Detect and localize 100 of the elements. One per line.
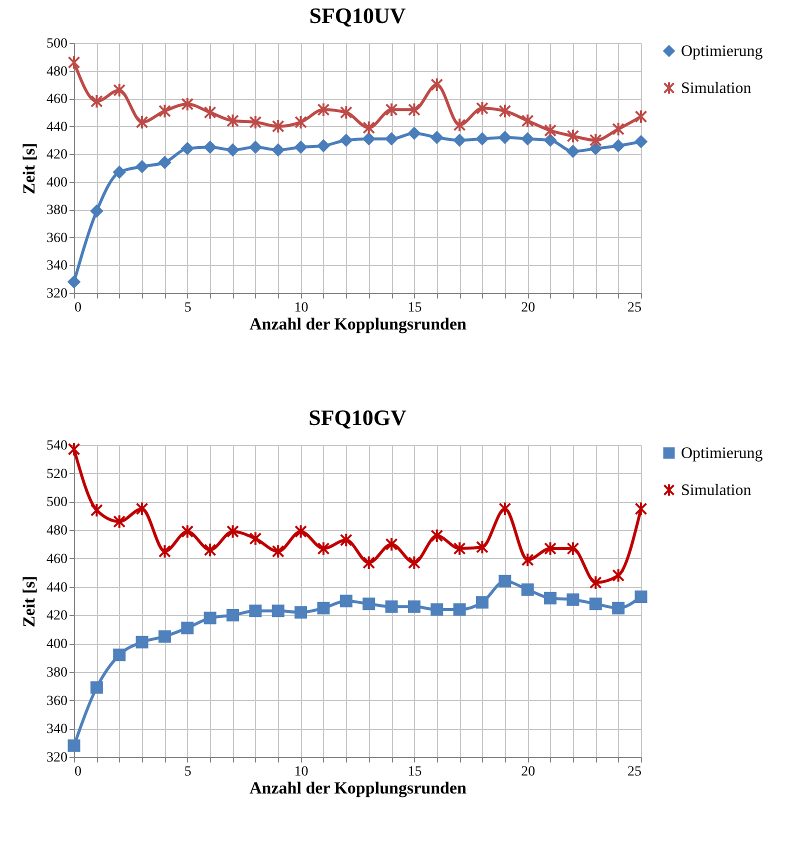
point (612, 602, 625, 614)
point (385, 132, 398, 146)
x-tick-label: 25 (628, 300, 642, 316)
point (204, 542, 216, 558)
point (90, 502, 103, 518)
point (113, 514, 126, 529)
y-tick-label: 360 (46, 694, 68, 709)
y-tick-label: 400 (46, 637, 68, 652)
point (136, 502, 148, 516)
point (249, 114, 262, 130)
y-tick-label: 440 (46, 580, 68, 596)
point (566, 128, 580, 144)
legend-label: Simulation (681, 482, 752, 499)
point (634, 135, 648, 148)
point (430, 77, 444, 92)
x-tick-label: 25 (628, 764, 642, 780)
point (430, 131, 444, 144)
point (385, 536, 398, 552)
point (408, 600, 420, 613)
y-tick-label: 480 (46, 524, 68, 539)
x-tick-label: 0 (74, 300, 82, 316)
point (158, 630, 171, 643)
point (589, 142, 602, 155)
y-tick-label: 420 (46, 608, 68, 624)
point (612, 122, 625, 136)
point (362, 120, 376, 136)
point (566, 541, 580, 556)
point (204, 140, 216, 154)
point (68, 739, 80, 752)
point (498, 104, 512, 118)
y-tick-label: 500 (46, 495, 68, 510)
point (113, 166, 126, 178)
point (612, 568, 625, 583)
x-tick-label: 20 (521, 764, 536, 780)
point (612, 140, 625, 152)
point (294, 606, 308, 619)
point (294, 524, 308, 539)
point (317, 102, 330, 117)
point (136, 114, 148, 130)
point (226, 144, 240, 156)
point (317, 140, 330, 152)
point (544, 592, 557, 604)
y-tick-label: 320 (46, 286, 68, 302)
y-tick-label: 380 (46, 203, 68, 218)
y-tick-label: 440 (46, 120, 68, 135)
y-axis-title: Zeit [s] (20, 576, 38, 628)
x-axis-title: Anzahl der Kopplungsrunden (250, 778, 468, 798)
point (272, 604, 284, 618)
point (340, 105, 352, 120)
point (544, 123, 557, 138)
point (385, 600, 398, 613)
point (498, 131, 512, 144)
y-tick-label: 360 (46, 230, 68, 246)
legend-label: Simulation (681, 80, 752, 97)
point (544, 134, 557, 146)
point (498, 574, 512, 588)
point (68, 55, 80, 70)
y-tick-label: 420 (46, 148, 68, 163)
point (226, 608, 240, 622)
point (453, 603, 466, 616)
point (294, 114, 308, 130)
point (589, 575, 602, 590)
point (158, 156, 171, 169)
point (136, 636, 148, 648)
point (249, 604, 262, 618)
point (566, 145, 580, 158)
y-tick-label: 380 (46, 665, 68, 680)
point (521, 552, 534, 568)
point (362, 132, 376, 146)
point (181, 96, 194, 112)
y-tick-label: 540 (46, 438, 68, 454)
point (68, 276, 80, 288)
point (544, 541, 557, 556)
point (158, 544, 171, 559)
chart-title: SFQ10UV (309, 3, 406, 28)
y-tick-label: 480 (46, 64, 68, 80)
point (476, 100, 488, 116)
point (272, 144, 284, 156)
point (90, 204, 103, 218)
point (498, 502, 512, 516)
x-tick-label: 5 (184, 764, 192, 780)
point (249, 531, 262, 546)
chart-title: SFQ10GV (308, 405, 406, 430)
point (226, 113, 240, 128)
point (589, 132, 602, 148)
point (113, 648, 126, 662)
point (408, 127, 420, 140)
y-tick-label: 340 (46, 722, 68, 738)
x-tick-label: 0 (74, 764, 82, 780)
point (249, 140, 262, 154)
legend-label: Optimierung (681, 43, 763, 60)
x-tick-label: 10 (294, 300, 308, 316)
point (408, 555, 420, 570)
point (90, 94, 103, 109)
point (430, 603, 444, 616)
point (181, 142, 194, 155)
point (453, 118, 466, 132)
point (272, 544, 284, 559)
point (385, 102, 398, 117)
point (340, 134, 352, 146)
